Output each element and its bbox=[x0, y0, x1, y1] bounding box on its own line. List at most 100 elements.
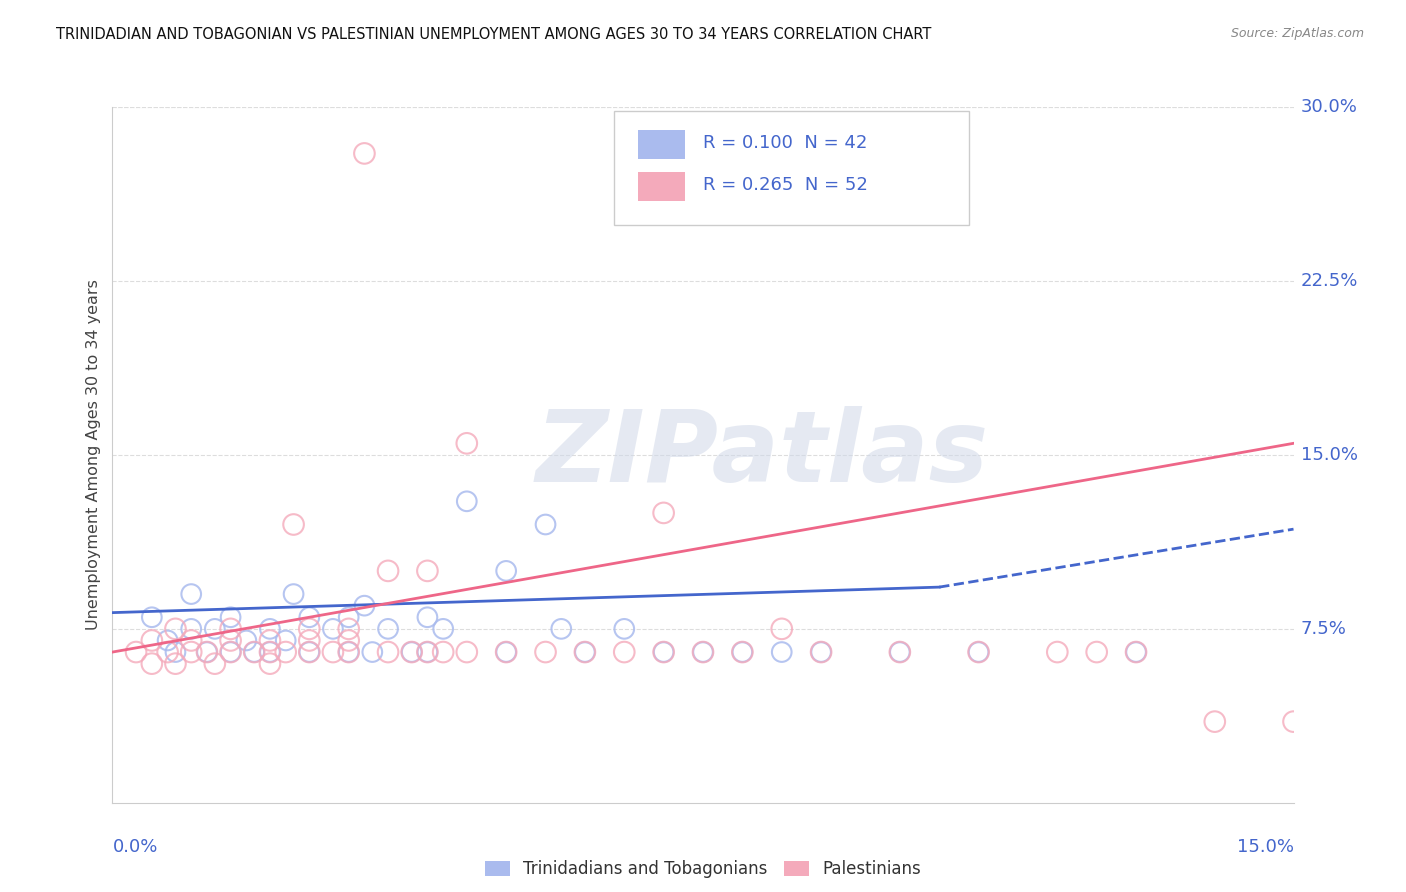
Point bbox=[283, 587, 305, 601]
Point bbox=[652, 645, 675, 659]
Point bbox=[259, 645, 281, 659]
Point bbox=[361, 645, 384, 659]
Point bbox=[550, 622, 572, 636]
Point bbox=[416, 645, 439, 659]
Text: 30.0%: 30.0% bbox=[1301, 98, 1357, 116]
Point bbox=[770, 622, 793, 636]
Point bbox=[165, 657, 187, 671]
Point bbox=[1046, 645, 1069, 659]
Point bbox=[141, 610, 163, 624]
Point bbox=[456, 645, 478, 659]
Point bbox=[219, 610, 242, 624]
FancyBboxPatch shape bbox=[638, 172, 685, 201]
Y-axis label: Unemployment Among Ages 30 to 34 years: Unemployment Among Ages 30 to 34 years bbox=[86, 279, 101, 631]
Point bbox=[156, 645, 179, 659]
Text: 22.5%: 22.5% bbox=[1301, 272, 1358, 290]
Point bbox=[967, 645, 990, 659]
Point bbox=[219, 645, 242, 659]
Text: 0.0%: 0.0% bbox=[112, 838, 157, 856]
Point bbox=[165, 645, 187, 659]
Point bbox=[259, 622, 281, 636]
Point bbox=[298, 610, 321, 624]
Point bbox=[219, 645, 242, 659]
Point bbox=[353, 146, 375, 161]
Point bbox=[534, 645, 557, 659]
Text: R = 0.100  N = 42: R = 0.100 N = 42 bbox=[703, 134, 868, 153]
Point bbox=[204, 622, 226, 636]
Point bbox=[770, 645, 793, 659]
Point bbox=[810, 645, 832, 659]
Point bbox=[243, 645, 266, 659]
Point bbox=[298, 645, 321, 659]
Point bbox=[337, 645, 360, 659]
Point bbox=[652, 506, 675, 520]
Point bbox=[889, 645, 911, 659]
Point bbox=[125, 645, 148, 659]
Point bbox=[495, 645, 517, 659]
Point bbox=[731, 645, 754, 659]
Point bbox=[156, 633, 179, 648]
Point bbox=[180, 622, 202, 636]
Point bbox=[432, 622, 454, 636]
Point bbox=[219, 622, 242, 636]
Point bbox=[337, 622, 360, 636]
Point bbox=[337, 610, 360, 624]
Point bbox=[353, 599, 375, 613]
Point bbox=[337, 645, 360, 659]
Point bbox=[180, 587, 202, 601]
Point bbox=[283, 517, 305, 532]
Point bbox=[180, 633, 202, 648]
Text: 7.5%: 7.5% bbox=[1301, 620, 1347, 638]
Point bbox=[274, 633, 297, 648]
Point bbox=[692, 645, 714, 659]
Point bbox=[401, 645, 423, 659]
Point bbox=[889, 645, 911, 659]
Point bbox=[416, 564, 439, 578]
Point bbox=[259, 645, 281, 659]
Point bbox=[495, 564, 517, 578]
Text: 15.0%: 15.0% bbox=[1301, 446, 1358, 464]
Point bbox=[416, 645, 439, 659]
Point bbox=[337, 633, 360, 648]
Text: ZIPatlas: ZIPatlas bbox=[536, 407, 988, 503]
Point bbox=[298, 633, 321, 648]
Point bbox=[574, 645, 596, 659]
Point bbox=[298, 645, 321, 659]
Point bbox=[298, 622, 321, 636]
Point bbox=[810, 645, 832, 659]
Point bbox=[534, 517, 557, 532]
Point bbox=[204, 657, 226, 671]
Point bbox=[141, 633, 163, 648]
Point bbox=[613, 622, 636, 636]
Point bbox=[377, 622, 399, 636]
Text: TRINIDADIAN AND TOBAGONIAN VS PALESTINIAN UNEMPLOYMENT AMONG AGES 30 TO 34 YEARS: TRINIDADIAN AND TOBAGONIAN VS PALESTINIA… bbox=[56, 27, 932, 42]
Point bbox=[652, 645, 675, 659]
Point bbox=[456, 436, 478, 450]
Point bbox=[219, 633, 242, 648]
Point bbox=[401, 645, 423, 659]
Point bbox=[322, 622, 344, 636]
Point bbox=[259, 657, 281, 671]
Point bbox=[180, 645, 202, 659]
Legend: Trinidadians and Tobagonians, Palestinians: Trinidadians and Tobagonians, Palestinia… bbox=[478, 854, 928, 885]
Text: Source: ZipAtlas.com: Source: ZipAtlas.com bbox=[1230, 27, 1364, 40]
Point bbox=[243, 645, 266, 659]
Point bbox=[692, 645, 714, 659]
Point bbox=[322, 645, 344, 659]
Point bbox=[432, 645, 454, 659]
Point bbox=[377, 564, 399, 578]
Point bbox=[456, 494, 478, 508]
Text: R = 0.265  N = 52: R = 0.265 N = 52 bbox=[703, 176, 868, 194]
Point bbox=[574, 645, 596, 659]
Point bbox=[1085, 645, 1108, 659]
Point bbox=[495, 645, 517, 659]
Point bbox=[613, 645, 636, 659]
Point bbox=[416, 610, 439, 624]
Point bbox=[731, 645, 754, 659]
Point bbox=[1125, 645, 1147, 659]
Point bbox=[195, 645, 218, 659]
Point bbox=[141, 657, 163, 671]
FancyBboxPatch shape bbox=[614, 111, 969, 226]
Point bbox=[195, 645, 218, 659]
Point bbox=[1125, 645, 1147, 659]
